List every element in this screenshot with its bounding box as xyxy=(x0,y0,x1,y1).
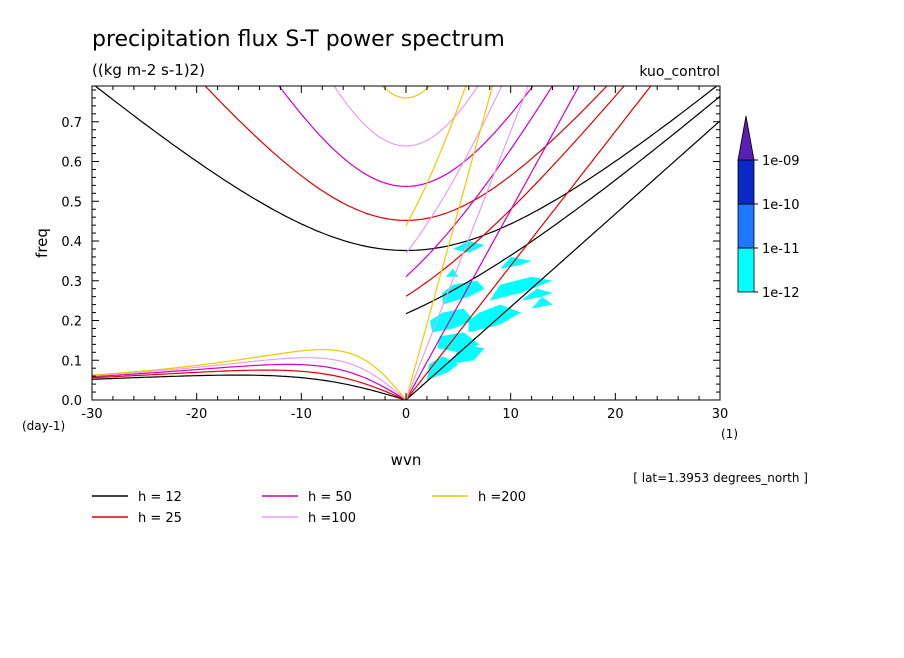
x-tick-label: -30 xyxy=(81,407,102,422)
inertia-gravity-curve xyxy=(278,86,534,188)
x-tick-label: -10 xyxy=(291,407,312,422)
kelvin-curve xyxy=(405,86,580,400)
rossby-curve xyxy=(92,349,407,400)
legend-label: h = 12 xyxy=(138,490,182,505)
mixed-rossby-gravity-curve xyxy=(405,86,503,254)
chart-title: precipitation flux S-T power spectrum xyxy=(92,27,505,52)
shaded-region xyxy=(489,276,553,301)
colorbar-label: 1e-09 xyxy=(762,154,800,169)
kelvin-curve xyxy=(405,86,494,400)
y-tick-label: 0.4 xyxy=(61,235,82,250)
mixed-rossby-gravity-curve xyxy=(405,86,625,297)
shaded-region xyxy=(468,304,522,333)
shaded-region xyxy=(531,296,553,309)
y-tick-label: 0.7 xyxy=(61,116,82,131)
mixed-rossby-gravity-curve xyxy=(405,95,720,315)
x-tick-label: 30 xyxy=(712,407,729,422)
x-tick-label: 10 xyxy=(502,407,519,422)
rossby-curve xyxy=(92,374,407,400)
y-tick-label: 0.5 xyxy=(61,195,82,210)
shaded-region xyxy=(447,344,485,365)
y-tick-label: 0.1 xyxy=(61,354,82,369)
x-tick-label: 0 xyxy=(402,407,410,422)
kelvin-curve xyxy=(405,86,530,400)
axis-ticks: -30 -20 -10 0 10 20 30 0.0 0.1 0.2 0.3 0.4 0.5 0.6 0.7 xyxy=(61,86,728,422)
x-unit-label: (1) xyxy=(721,427,738,441)
run-label: kuo_control xyxy=(639,64,720,80)
chart-subtitle: ((kg m-2 s-1)2) xyxy=(92,61,205,79)
plot-frame xyxy=(91,85,721,401)
dispersion-curves xyxy=(92,86,720,400)
mixed-rossby-gravity-curve xyxy=(405,86,554,278)
legend: h = 12 h = 25 h = 50 h =100 h =200 xyxy=(92,490,526,526)
mixed-rossby-gravity-curve xyxy=(405,86,467,226)
colorbar-label: 1e-10 xyxy=(762,198,800,213)
x-tick-label: 20 xyxy=(607,407,624,422)
colorbar-swatch xyxy=(737,203,755,249)
colorbar-label: 1e-12 xyxy=(762,286,800,301)
y-unit-label: (day-1) xyxy=(22,419,65,433)
y-tick-label: 0.0 xyxy=(61,394,82,409)
legend-label: h = 25 xyxy=(138,511,182,526)
shaded-region xyxy=(453,241,485,253)
power-shading xyxy=(426,241,553,381)
inertia-gravity-curve xyxy=(94,86,718,252)
y-tick-label: 0.6 xyxy=(61,156,82,171)
rossby-curve xyxy=(92,357,407,400)
y-tick-label: 0.3 xyxy=(61,275,82,290)
legend-label: h =100 xyxy=(308,511,356,526)
colorbar-overflow-triangle xyxy=(737,115,755,161)
colorbar-label: 1e-11 xyxy=(762,242,800,257)
y-axis-label: freq xyxy=(33,228,51,258)
kelvin-curve xyxy=(405,120,720,400)
colorbar: 1e-12 1e-11 1e-10 1e-09 xyxy=(737,115,800,301)
colorbar-swatch xyxy=(737,159,755,205)
rossby-curve xyxy=(92,363,407,400)
shaded-region xyxy=(521,288,553,301)
x-tick-label: -20 xyxy=(186,407,207,422)
y-tick-label: 0.2 xyxy=(61,315,82,330)
legend-label: h = 50 xyxy=(308,490,352,505)
inertia-gravity-curve xyxy=(204,86,608,222)
inertia-gravity-curve xyxy=(333,86,479,147)
inertia-gravity-curve xyxy=(381,86,431,99)
colorbar-swatch xyxy=(737,247,755,293)
latitude-footnote: [ lat=1.3953 degrees_north ] xyxy=(633,471,808,485)
shaded-region xyxy=(430,308,474,333)
kelvin-curve xyxy=(405,86,652,400)
legend-label: h =200 xyxy=(478,490,526,505)
shaded-region xyxy=(500,256,532,269)
shaded-region xyxy=(442,280,485,305)
x-axis-label: wvn xyxy=(391,451,422,469)
rossby-curve xyxy=(92,369,407,400)
